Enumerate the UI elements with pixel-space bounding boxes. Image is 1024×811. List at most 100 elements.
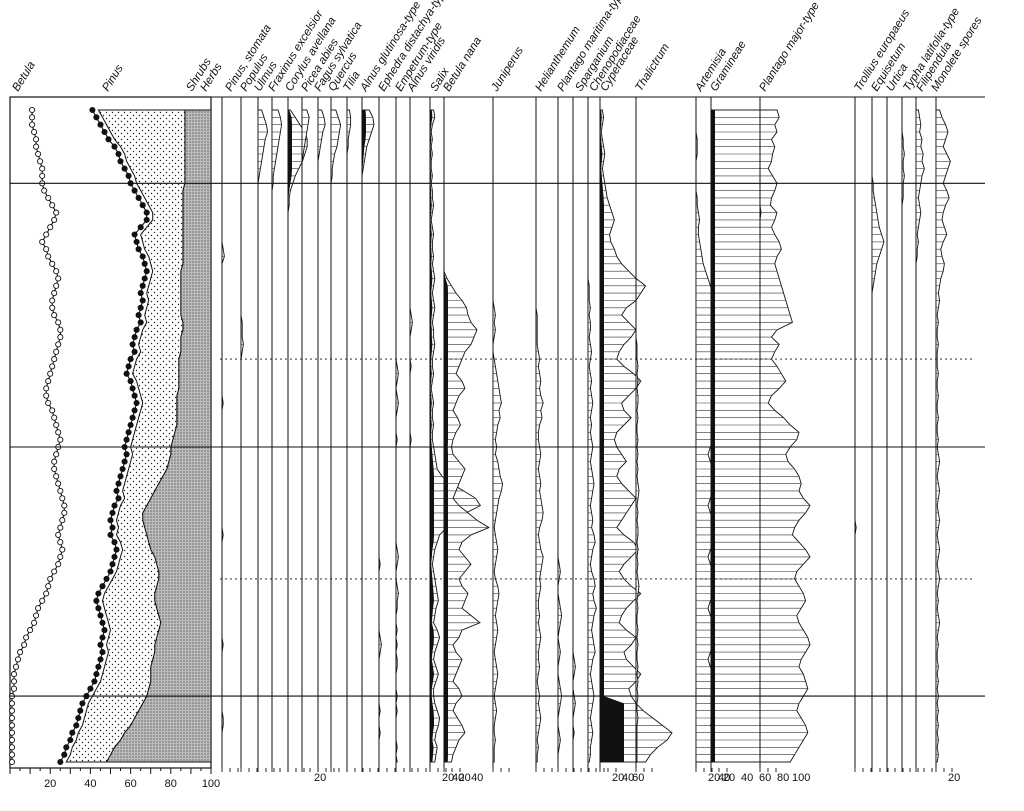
betula-point (39, 238, 46, 245)
taxon-curve (935, 109, 951, 763)
taxon-core (288, 110, 292, 762)
pinus-point (79, 700, 86, 707)
pinus-point (61, 751, 68, 758)
betula-point (47, 224, 54, 231)
pinus-point (107, 531, 114, 538)
betula-point (33, 612, 40, 619)
betula-point (53, 268, 60, 275)
pinus-point (139, 202, 146, 209)
betula-point (49, 260, 56, 267)
betula-point (41, 187, 48, 194)
taxon-core (444, 110, 448, 762)
betula-point (43, 231, 50, 238)
pinus-point (69, 729, 76, 736)
betula-point (12, 663, 20, 670)
label-pinus: Pinus (100, 63, 126, 94)
betula-point (39, 172, 46, 179)
taxon-curve (287, 109, 308, 762)
taxon-tick-label: 60 (632, 772, 644, 784)
betula-point (14, 656, 22, 663)
betula-point (59, 546, 66, 553)
taxon-tick-label: 40 (471, 772, 483, 784)
main-tick-label: 80 (165, 778, 177, 790)
pinus-point (133, 238, 140, 245)
pinus-point (115, 495, 122, 502)
betula-point (51, 290, 58, 297)
taxon-tick-label: 20 (708, 772, 720, 784)
pinus-point (131, 407, 138, 414)
betula-point (45, 583, 52, 590)
pinus-point (107, 568, 114, 575)
betula-point (51, 568, 58, 575)
betula-point (55, 429, 62, 436)
betula-point (57, 326, 64, 333)
main-tick-label: 40 (84, 778, 96, 790)
betula-point (29, 114, 36, 121)
betula-point (53, 348, 60, 355)
pinus-point (77, 707, 84, 714)
label-betula: Betula (10, 60, 37, 94)
pinus-point (127, 421, 134, 429)
pinus-point (143, 209, 150, 216)
pinus-point (113, 546, 120, 553)
taxon-curve (492, 110, 504, 763)
betula-point (49, 202, 56, 209)
taxon-core (362, 110, 366, 762)
pinus-point (109, 561, 116, 568)
pinus-point (111, 143, 118, 150)
betula-point (55, 561, 62, 568)
betula-point (39, 597, 46, 604)
taxon-tick-label: 20 (612, 772, 624, 784)
pinus-point (125, 363, 132, 370)
betula-point (8, 729, 16, 736)
betula-point (29, 106, 36, 114)
pinus-point (125, 172, 132, 179)
pinus-point (127, 356, 134, 363)
pinus-point (119, 465, 126, 473)
betula-point (61, 509, 68, 516)
betula-point (33, 143, 40, 150)
taxon-curve (535, 110, 544, 763)
betula-point (43, 590, 50, 597)
pinus-point (131, 231, 138, 238)
betula-point (43, 385, 50, 392)
pinus-point (139, 282, 146, 289)
betula-point (51, 414, 58, 421)
pinus-point (133, 326, 140, 333)
pinus-point (101, 128, 108, 136)
pinus-point (111, 502, 118, 509)
taxon-tick-label: 20 (314, 772, 326, 784)
taxon-core (711, 110, 715, 762)
taxon-curve (557, 110, 563, 762)
pinus-point (95, 605, 102, 612)
pinus-point (131, 334, 138, 341)
label-taxon: Juniperus (489, 45, 526, 95)
taxon-tick-label: 20 (723, 772, 735, 784)
pinus-point (91, 678, 98, 685)
betula-point (17, 649, 24, 656)
pinus-point (143, 216, 150, 223)
pinus-point (63, 744, 70, 751)
pinus-point (109, 509, 116, 516)
betula-point (23, 634, 30, 641)
pinus-point (95, 663, 102, 670)
betula-point (8, 758, 16, 766)
taxon-tick-label: 20 (458, 772, 470, 784)
betula-point (51, 356, 58, 363)
taxon-tick-label: 40 (622, 772, 634, 784)
betula-point (21, 641, 28, 648)
betula-point (53, 209, 60, 216)
betula-point (59, 495, 66, 502)
betula-point (57, 334, 64, 341)
label-taxon: Betula nana (441, 35, 484, 93)
pinus-point (57, 758, 64, 766)
pinus-point (101, 627, 108, 634)
betula-point (45, 194, 52, 201)
main-tick-label: 100 (202, 778, 220, 790)
betula-point (51, 458, 58, 465)
betula-point (33, 136, 40, 143)
betula-point (53, 421, 60, 429)
betula-point (55, 531, 62, 538)
pinus-point (127, 378, 134, 385)
